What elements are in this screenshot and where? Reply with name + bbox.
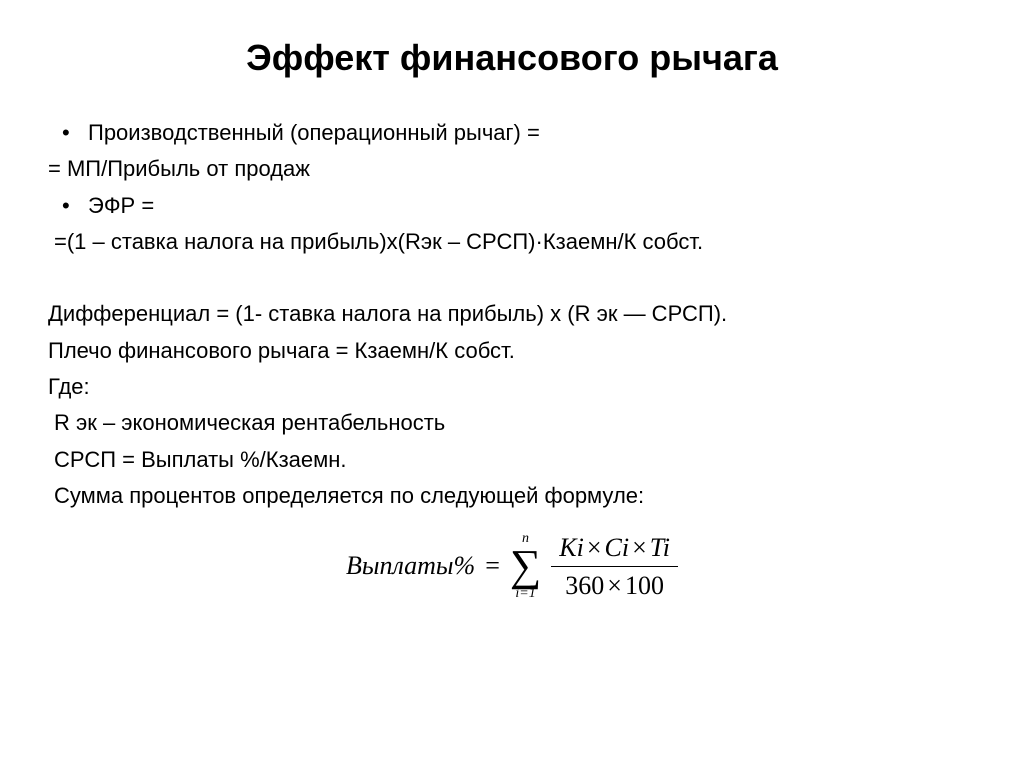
formula-container: Выплаты% = n ∑ i=1 Ki×Ci×Ti 360×100 <box>48 532 976 601</box>
text-line-7: Где: <box>48 369 976 405</box>
formula-lhs: Выплаты% <box>346 545 475 588</box>
text-line-9: СРСП = Выплаты %/Кзаемн. <box>48 442 976 478</box>
num-ki: Ki <box>559 533 584 562</box>
fraction: Ki×Ci×Ti 360×100 <box>551 532 678 601</box>
slide: Эффект финансового рычага Производственн… <box>0 0 1024 767</box>
bullet-line-1: Производственный (операционный рычаг) = <box>48 115 976 151</box>
summation-block: n ∑ i=1 <box>510 532 541 601</box>
text-line-6: Плечо финансового рычага = Кзаемн/К собс… <box>48 333 976 369</box>
text-line-8: R эк – экономическая рентабельность <box>48 405 976 441</box>
den-360: 360 <box>565 571 604 600</box>
blank-spacer <box>48 260 976 296</box>
times-icon: × <box>629 533 650 562</box>
fraction-numerator: Ki×Ci×Ti <box>551 532 678 567</box>
slide-title: Эффект финансового рычага <box>48 36 976 79</box>
text-line-4: =(1 – ставка налога на прибыль)х(Rэк – С… <box>48 224 976 260</box>
num-ci: Ci <box>604 533 629 562</box>
den-100: 100 <box>625 571 664 600</box>
text-line-10: Сумма процентов определяется по следующе… <box>48 478 976 514</box>
equals-sign: = <box>485 545 500 588</box>
text-line-2: = МП/Прибыль от продаж <box>48 151 976 187</box>
bullet-line-3: ЭФР = <box>48 188 976 224</box>
sigma-icon: ∑ <box>510 548 541 583</box>
times-icon: × <box>604 571 625 600</box>
times-icon: × <box>584 533 605 562</box>
text-line-5: Дифференциал = (1- ставка налога на приб… <box>48 296 976 332</box>
fraction-denominator: 360×100 <box>557 567 672 601</box>
slide-body: Производственный (операционный рычаг) = … <box>48 115 976 601</box>
formula: Выплаты% = n ∑ i=1 Ki×Ci×Ti 360×100 <box>346 532 678 601</box>
sum-lower-bound: i=1 <box>515 587 535 601</box>
num-ti: Ti <box>650 533 670 562</box>
